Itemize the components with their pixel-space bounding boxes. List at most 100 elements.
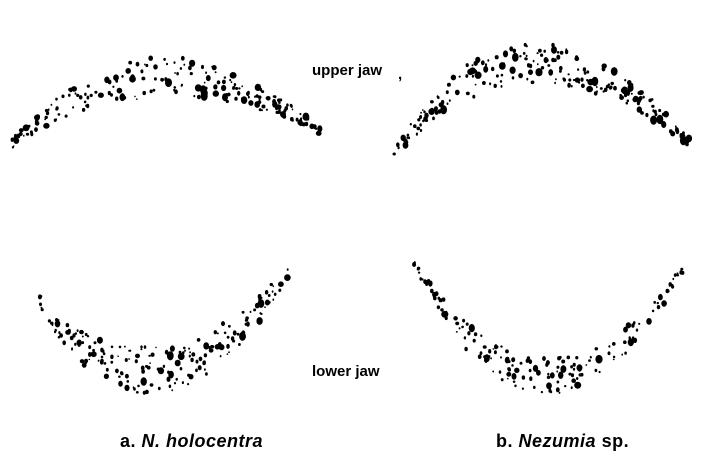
tooth [65, 115, 68, 118]
tooth [529, 369, 532, 373]
tooth [140, 348, 142, 350]
tooth [526, 78, 528, 81]
tooth [97, 337, 103, 344]
tooth [547, 64, 550, 67]
tooth [592, 77, 599, 86]
tooth [183, 347, 186, 350]
tooth [176, 378, 178, 381]
tooth [469, 324, 475, 332]
tooth [505, 349, 509, 353]
tooth [88, 345, 91, 349]
tooth [624, 352, 627, 355]
tooth [480, 334, 482, 337]
tooth [672, 278, 674, 280]
tooth [108, 91, 111, 95]
tooth [253, 308, 256, 311]
tooth [584, 71, 587, 75]
tooth [140, 345, 142, 348]
tooth [567, 83, 571, 88]
tooth [188, 348, 190, 350]
tooth [217, 332, 219, 334]
tooth [560, 51, 564, 55]
tooth [461, 326, 464, 329]
tooth [481, 60, 485, 65]
tooth [430, 100, 434, 103]
tooth [259, 108, 262, 111]
tooth [557, 356, 561, 360]
tooth [496, 74, 499, 77]
tooth [476, 60, 479, 64]
tooth [522, 375, 525, 379]
tooth [68, 329, 71, 333]
tooth [224, 76, 226, 78]
tooth [658, 294, 663, 300]
tooth [548, 389, 551, 393]
tooth [675, 127, 679, 132]
tooth [613, 356, 615, 359]
tooth [570, 365, 573, 368]
tooth [87, 96, 90, 100]
tooth [313, 124, 317, 129]
tooth [103, 352, 106, 355]
tooth [578, 81, 580, 83]
tooth [74, 343, 76, 346]
tooth [462, 319, 465, 323]
tooth [273, 285, 275, 287]
tooth [398, 146, 400, 149]
tooth [650, 116, 657, 125]
tooth [54, 330, 56, 333]
tooth [228, 351, 230, 353]
tooth [500, 80, 502, 83]
tooth [526, 55, 528, 57]
tooth [556, 387, 560, 392]
tooth [110, 355, 113, 360]
tooth [514, 385, 516, 388]
tooth [573, 368, 575, 371]
tooth [511, 357, 515, 362]
tooth [586, 86, 593, 92]
tooth [621, 354, 623, 356]
tooth [213, 90, 219, 96]
caption-a: a. N. holocentra [120, 431, 263, 451]
tooth [157, 368, 160, 371]
tooth [661, 116, 663, 118]
tooth [440, 308, 444, 311]
tooth [575, 356, 578, 359]
tooth [455, 90, 460, 96]
genus-name: Nezumia [519, 431, 597, 451]
tooth [228, 325, 231, 328]
tooth [680, 133, 684, 137]
tooth [98, 360, 100, 362]
tooth [80, 359, 85, 363]
tooth [401, 135, 406, 141]
tooth [210, 345, 212, 347]
tooth [280, 98, 282, 101]
tooth [154, 77, 157, 80]
tooth [276, 111, 279, 114]
tooth [167, 351, 174, 360]
tooth [85, 333, 88, 336]
tooth [136, 62, 140, 67]
tooth [600, 87, 603, 90]
tooth [238, 87, 240, 89]
tooth [144, 345, 147, 349]
tooth [529, 376, 532, 381]
tooth [181, 85, 183, 87]
tooth [66, 323, 70, 327]
tooth [39, 303, 42, 307]
tooth [75, 92, 77, 94]
tooth [680, 268, 683, 271]
tooth [543, 50, 546, 53]
tooth [550, 372, 555, 378]
tooth [256, 94, 259, 98]
tooth [229, 79, 231, 81]
tooth [526, 45, 528, 47]
tooth [490, 357, 492, 359]
tooth [144, 64, 146, 66]
tooth [143, 391, 146, 395]
tooth [561, 360, 565, 364]
tooth [608, 83, 610, 86]
tooth [140, 69, 143, 73]
tooth [120, 372, 123, 375]
tooth [125, 374, 129, 379]
